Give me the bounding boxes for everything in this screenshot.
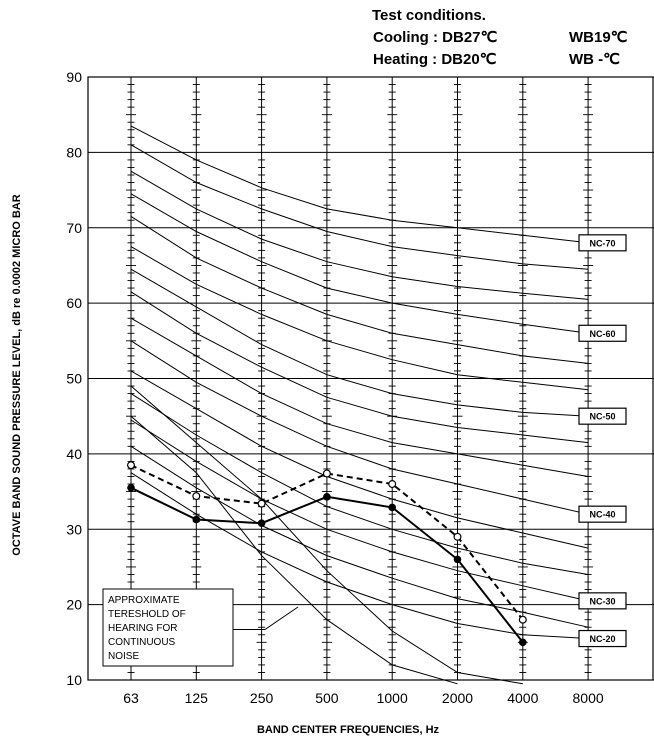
annotation-line: TERESHOLD OF [108, 609, 186, 620]
heating-condition: Heating : DB20℃ [373, 51, 497, 68]
series-point-1-3 [322, 469, 331, 478]
nc-curve-14 [130, 445, 589, 628]
nc-curve-3 [130, 170, 589, 300]
nc-label-nc-30: NC-30 [578, 592, 627, 610]
nc-curve-12 [130, 393, 589, 575]
annotation-line: CONTINUOUS [108, 637, 176, 648]
nc-label-text: NC-40 [589, 510, 615, 520]
nc-label-text: NC-60 [589, 329, 615, 339]
minor-ticks-4000 [517, 84, 528, 673]
annotation-box [102, 588, 234, 667]
nc-curve-9 [130, 317, 589, 477]
y-tick-label-30: 30 [66, 521, 82, 537]
threshold-annotation: APPROXIMATE TERESHOLD OF HEARING FOR CONTIN… [102, 588, 299, 667]
y-tick-label-60: 60 [66, 295, 82, 311]
nc-label-box [578, 324, 627, 342]
series-point-1-0 [126, 461, 135, 470]
y-tick-label-90: 90 [66, 69, 82, 85]
y-tick-label-10: 10 [66, 672, 82, 688]
series-point-0-3 [323, 493, 331, 501]
x-tick-label-8000: 8000 [573, 690, 604, 706]
nc-label-text: NC-20 [589, 634, 615, 644]
nc-label-text: NC-50 [589, 412, 615, 422]
series-point-0-2 [257, 519, 266, 528]
series-point-1-6 [518, 615, 527, 624]
conditions-title: Test conditions. [372, 7, 486, 24]
x-tick-label-2000: 2000 [442, 690, 473, 706]
y-tick-label-20: 20 [66, 597, 82, 613]
data-series [126, 461, 527, 647]
minor-ticks-2000 [452, 84, 463, 673]
nc-curve-7 [130, 268, 589, 417]
series-point-0-0 [127, 483, 135, 492]
x-tick-label-250: 250 [250, 690, 274, 706]
nc-label-box [578, 592, 627, 610]
nc-curve-1 [130, 125, 589, 244]
series-point-0-1 [192, 515, 201, 524]
y-tick-label-80: 80 [66, 144, 82, 160]
heating-wb: WB -℃ [569, 51, 620, 68]
nc-labels: NC-70 NC-60 NC-50 NC-40 NC-30 NC-20 [578, 234, 627, 648]
nc-label-nc-40: NC-40 [578, 505, 627, 523]
nc-curve-4 [130, 193, 589, 334]
x-tick-label-125: 125 [185, 690, 209, 706]
y-axis-label: OCTAVE BAND SOUND PRESSURE LEVEL, dB re … [11, 194, 23, 555]
x-tick-label-63: 63 [123, 690, 139, 706]
series-0 [127, 483, 527, 647]
x-tick-label-500: 500 [315, 690, 339, 706]
nc-curve-16 [130, 385, 523, 685]
x-tick-label-1000: 1000 [377, 690, 408, 706]
nc-label-box [578, 629, 627, 648]
annotation-leader [233, 606, 299, 630]
x-tick-label-4000: 4000 [507, 690, 538, 706]
nc-curve-11 [130, 370, 589, 549]
nc-label-box [578, 407, 627, 425]
series-point-1-5 [453, 532, 462, 541]
nc-curve-5 [130, 215, 589, 364]
series-point-0-6 [518, 638, 527, 647]
nc-label-nc-60: NC-60 [578, 324, 627, 342]
x-axis-label: BAND CENTER FREQUENCIES, Hz [257, 724, 440, 736]
nc-label-nc-20: NC-20 [578, 629, 627, 648]
series-point-1-2 [257, 499, 266, 508]
nc-curve-17 [130, 415, 458, 685]
nc-curve-13 [130, 419, 589, 602]
annotation-line: HEARING FOR [108, 623, 177, 634]
y-tick-label-70: 70 [66, 220, 82, 236]
nc-curves [130, 125, 589, 685]
series-point-1-4 [388, 480, 397, 489]
annotation-line: NOISE [108, 651, 139, 662]
series-point-1-1 [192, 492, 201, 501]
nc-label-box [578, 234, 627, 252]
nc-label-text: NC-30 [589, 596, 615, 606]
test-conditions: Test conditions. Cooling : DB27℃ WB19℃ H… [372, 7, 628, 68]
nc-curve-10 [130, 340, 589, 515]
nc-label-nc-50: NC-50 [578, 407, 627, 425]
nc-curve-6 [130, 246, 589, 391]
series-point-0-4 [388, 503, 397, 512]
nc-label-text: NC-70 [589, 238, 615, 248]
nc-curve-2 [130, 144, 589, 270]
minor-ticks-500 [321, 84, 332, 673]
annotation-line: APPROXIMATE [108, 595, 180, 606]
series-1 [126, 461, 527, 624]
cooling-wb: WB19℃ [569, 29, 628, 46]
nc-label-box [578, 505, 627, 523]
nc-curve-8 [130, 291, 589, 444]
axis-ticks: 10 20 30 40 50 60 70 80 90 63 125 250 500 1000 2000 400… [66, 69, 603, 706]
cooling-condition: Cooling : DB27℃ [373, 29, 497, 46]
y-tick-label-40: 40 [66, 446, 82, 462]
series-point-0-5 [453, 555, 462, 564]
y-tick-label-50: 50 [66, 371, 82, 387]
nc-label-nc-70: NC-70 [578, 234, 627, 252]
